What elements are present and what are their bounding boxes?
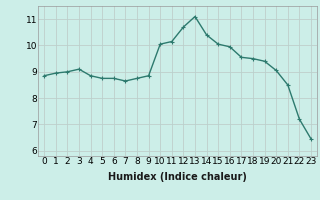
X-axis label: Humidex (Indice chaleur): Humidex (Indice chaleur) (108, 172, 247, 182)
